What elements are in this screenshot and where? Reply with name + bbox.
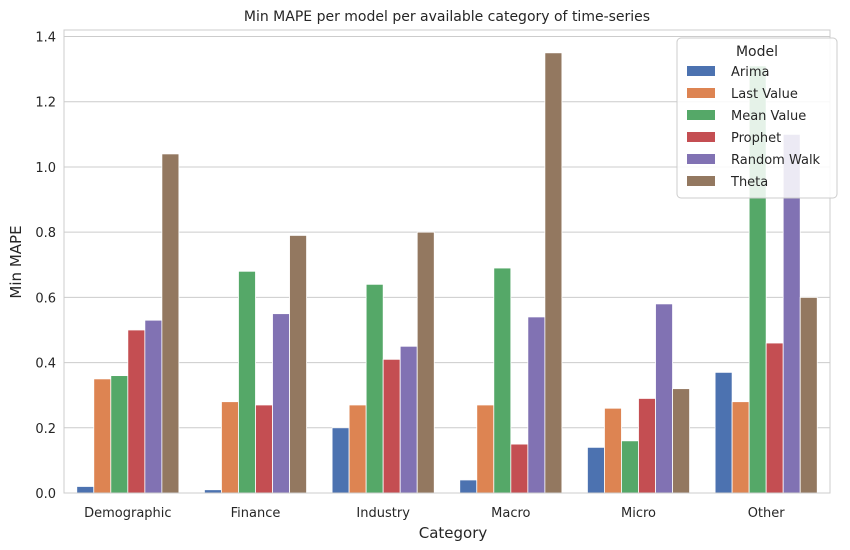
y-tick-label: 0.2: [35, 422, 56, 437]
bar-prophet-macro: [510, 443, 529, 494]
bar-mean-value-macro: [493, 267, 512, 494]
bar-theta-other: [799, 296, 818, 494]
legend-items: Arima Last Value Mean Value Prophet Random W…: [687, 65, 821, 190]
legend-swatch: [687, 154, 715, 164]
legend-label: Prophet: [731, 131, 781, 146]
bar-mean-value-micro: [621, 440, 639, 494]
bar-theta-industry: [416, 231, 435, 494]
bar-last-value-finance: [221, 401, 239, 494]
bar-random-walk-finance: [272, 313, 290, 494]
bar-mean-value-demographic: [110, 375, 129, 494]
bar-arima-other: [714, 371, 733, 494]
bar-theta-macro: [544, 52, 563, 494]
bar-arima-micro: [587, 446, 605, 494]
bar-theta-micro: [672, 388, 690, 494]
bar-arima-demographic: [76, 486, 95, 494]
bar-random-walk-micro: [655, 303, 673, 494]
bar-arima-industry: [331, 427, 350, 494]
x-tick-label: Other: [748, 506, 786, 521]
bar-random-walk-demographic: [144, 319, 163, 494]
bar-mean-value-finance: [238, 270, 256, 494]
legend-swatch: [687, 176, 715, 186]
bar-arima-macro: [459, 479, 478, 494]
y-tick-label: 0.4: [35, 357, 56, 372]
x-tick-label: Finance: [231, 506, 281, 521]
chart-title: Min MAPE per model per available categor…: [244, 9, 650, 25]
legend-swatch: [687, 66, 715, 76]
bar-theta-finance: [289, 235, 307, 494]
legend-label: Theta: [730, 175, 768, 190]
bars: [76, 52, 818, 494]
x-axis-label: Category: [419, 524, 488, 542]
y-tick-label: 0.6: [35, 291, 56, 306]
legend-box: [676, 37, 838, 199]
legend-label: Arima: [731, 65, 769, 80]
x-tick-label: Micro: [621, 506, 656, 521]
bar-prophet-industry: [382, 358, 401, 494]
legend-swatch: [687, 132, 715, 142]
bar-random-walk-macro: [527, 316, 546, 494]
legend-title: Model: [736, 44, 778, 60]
bar-theta-demographic: [161, 153, 180, 494]
y-tick-label: 1.4: [35, 31, 56, 46]
bar-last-value-macro: [476, 404, 495, 494]
x-tick-label: Demographic: [84, 506, 171, 521]
legend-label: Random Walk: [731, 153, 821, 168]
legend: Model Arima Last Value Mean Value Prophet Ra…: [676, 37, 838, 199]
bar-mean-value-industry: [365, 283, 384, 494]
x-tick-labels: Demographic Finance Industry Macro Micro Othe…: [84, 506, 785, 521]
plot-frame: [63, 29, 831, 494]
y-tick-label: 0.0: [35, 487, 56, 502]
y-axis-label: Min MAPE: [7, 225, 25, 298]
y-tick-label: 1.2: [35, 96, 56, 111]
x-tick-label: Industry: [356, 506, 410, 521]
bar-prophet-demographic: [127, 329, 146, 494]
bar-last-value-industry: [348, 404, 367, 494]
bar-last-value-other: [731, 401, 750, 494]
y-tick-label: 1.0: [35, 161, 56, 176]
bar-last-value-demographic: [93, 378, 112, 494]
y-tick-labels: 0.0 0.2 0.4 0.6 0.8 1.0 1.2 1.4: [35, 31, 56, 502]
legend-label: Last Value: [731, 87, 798, 102]
legend-swatch: [687, 110, 715, 120]
bar-prophet-other: [765, 342, 784, 494]
bar-prophet-micro: [638, 398, 656, 494]
legend-swatch: [687, 88, 715, 98]
x-tick-label: Macro: [491, 506, 530, 521]
bar-random-walk-industry: [399, 345, 418, 494]
bar-last-value-micro: [604, 407, 622, 494]
y-tick-label: 0.8: [35, 226, 56, 241]
bar-prophet-finance: [255, 404, 273, 494]
legend-label: Mean Value: [731, 109, 806, 124]
